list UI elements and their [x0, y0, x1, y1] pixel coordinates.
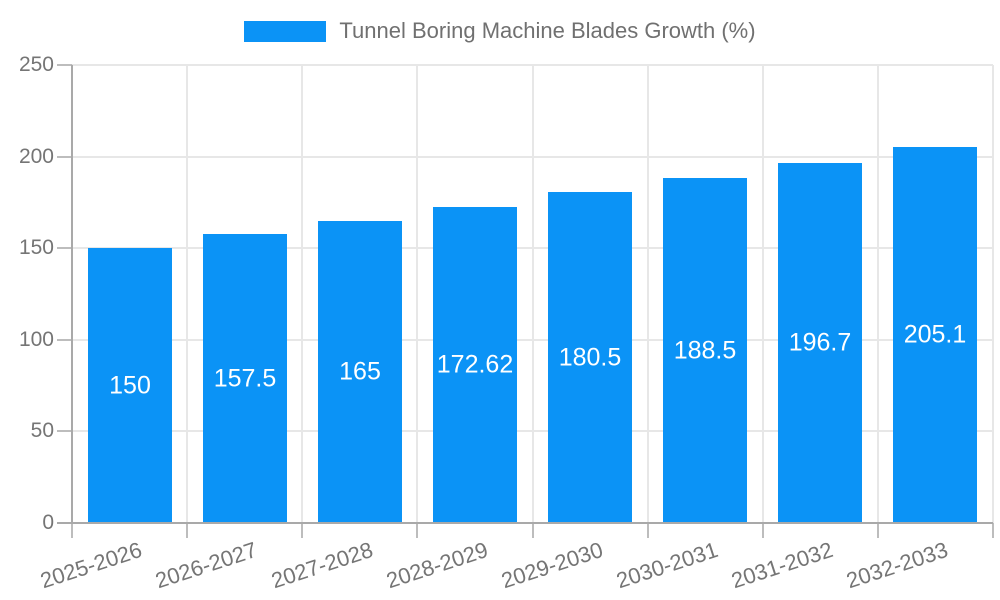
x-tick-mark: [646, 523, 649, 538]
bar: 180.5: [548, 192, 632, 523]
bar-value-label: 180.5: [558, 343, 622, 371]
x-tick-label: 2032-2033: [843, 537, 952, 594]
y-tick-label: 200: [18, 144, 54, 168]
bar: 172.62: [433, 207, 517, 523]
legend[interactable]: Tunnel Boring Machine Blades Growth (%): [0, 18, 1000, 43]
y-tick-label: 150: [18, 236, 54, 260]
bar-value-label: 157.5: [213, 364, 277, 392]
v-gridline: [186, 65, 189, 523]
bar-value-label: 172.62: [436, 350, 514, 379]
y-tick-label: 0: [42, 511, 54, 534]
bar-value-label: 205.1: [903, 320, 967, 349]
v-gridline: [646, 65, 649, 523]
y-tick-mark: [57, 247, 72, 250]
legend-label: Tunnel Boring Machine Blades Growth (%): [339, 18, 756, 43]
x-tick-mark: [71, 523, 73, 538]
bar: 196.7: [778, 163, 862, 523]
v-gridline: [301, 65, 304, 523]
v-gridline: [416, 65, 419, 523]
y-tick-label: 100: [18, 327, 54, 351]
x-tick-mark: [761, 523, 764, 538]
y-tick-label: 250: [18, 53, 54, 76]
y-tick-mark: [57, 155, 72, 158]
bar: 205.1: [893, 147, 977, 523]
x-tick-label: 2030-2031: [613, 537, 721, 594]
y-tick-label: 50: [30, 419, 54, 443]
x-tick-label: 2028-2029: [382, 537, 491, 594]
x-tick-label: 2027-2028: [267, 537, 376, 594]
y-tick-mark: [57, 430, 72, 433]
plot-area: 0 50 100 150 200 250 150 157.5 165 172.62 180.5 188…: [19, 53, 994, 593]
v-gridline: [531, 65, 534, 523]
x-tick-label: 2031-2032: [728, 537, 837, 594]
x-tick-mark: [301, 523, 304, 538]
x-tick-mark: [186, 523, 189, 538]
bar-value-label: 188.5: [673, 336, 737, 364]
bar: 157.5: [203, 234, 287, 523]
bar-value-label: 196.7: [788, 328, 852, 357]
x-tick-label: 2025-2026: [37, 537, 146, 594]
y-axis-line: [71, 65, 73, 523]
v-gridline: [761, 65, 764, 523]
v-gridline: [992, 65, 994, 523]
bar-value-label: 165: [339, 357, 381, 386]
v-gridline: [876, 65, 879, 523]
x-tick-mark: [992, 523, 994, 538]
bar: 165: [318, 221, 402, 523]
x-tick-mark: [876, 523, 879, 538]
x-tick-label: 2029-2030: [497, 537, 606, 594]
x-tick-mark: [531, 523, 534, 538]
bar-value-label: 150: [109, 371, 151, 399]
bar: 150: [88, 248, 172, 523]
x-tick-label: 2026-2027: [152, 537, 261, 594]
x-tick-mark: [416, 523, 419, 538]
y-tick-mark: [57, 64, 72, 66]
x-axis-line: [57, 522, 993, 524]
legend-swatch-icon: [244, 20, 327, 42]
bar: 188.5: [663, 178, 747, 523]
y-tick-mark: [57, 338, 72, 341]
